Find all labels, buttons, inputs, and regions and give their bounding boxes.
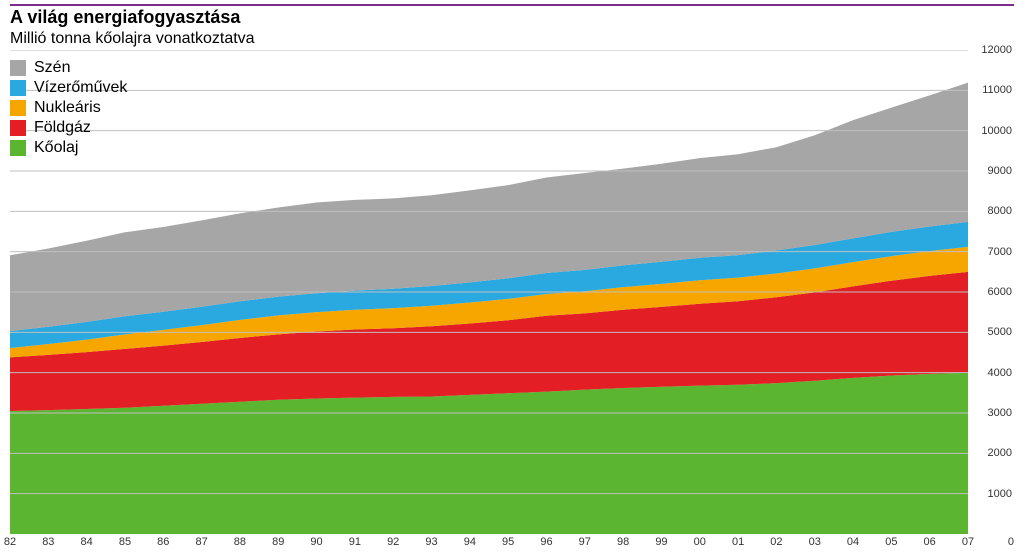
x-axis: 8283848586878889909192939495969798990001… <box>10 534 1014 550</box>
chart-subtitle: Millió tonna kőolajra vonatkoztatva <box>10 29 1014 48</box>
legend-label: Kőolaj <box>34 139 78 157</box>
legend-swatch <box>10 80 26 96</box>
x-tick-label: 86 <box>157 536 169 548</box>
x-tick-label: 84 <box>81 536 93 548</box>
x-tick-label: 82 <box>4 536 16 548</box>
x-tick-label: 87 <box>195 536 207 548</box>
x-tick-label-right-zero: 0 <box>1008 536 1014 548</box>
y-tick-label: 2000 <box>968 447 1012 459</box>
y-tick-label: 9000 <box>968 165 1012 177</box>
legend-swatch <box>10 60 26 76</box>
y-tick-label: 1000 <box>968 488 1012 500</box>
x-tick-label: 04 <box>847 536 859 548</box>
legend-label: Vízerőművek <box>34 79 127 97</box>
legend-item-koolaj: Kőolaj <box>10 138 127 158</box>
y-axis: 1000 2000 3000 4000 5000 6000 7000 8000 9000 1000… <box>968 50 1014 534</box>
legend-label: Nukleáris <box>34 99 101 117</box>
y-tick-label: 5000 <box>968 326 1012 338</box>
x-tick-label: 89 <box>272 536 284 548</box>
x-tick-label: 83 <box>42 536 54 548</box>
y-tick-label: 12000 <box>968 44 1012 56</box>
y-tick-label: 10000 <box>968 125 1012 137</box>
y-tick-label: 11000 <box>968 84 1012 96</box>
x-tick-label: 99 <box>655 536 667 548</box>
legend: Szén Vízerőművek Nukleáris Földgáz Kőolaj <box>10 58 127 158</box>
legend-swatch <box>10 100 26 116</box>
x-tick-label: 94 <box>464 536 476 548</box>
x-tick-label: 88 <box>234 536 246 548</box>
chart-title: A világ energiafogyasztása <box>10 8 1014 28</box>
chart-container: 1000200030004000500060007000800090001000… <box>10 50 1014 550</box>
chart-svg <box>10 50 968 534</box>
legend-item-foldgaz: Földgáz <box>10 118 127 138</box>
x-tick-label: 91 <box>349 536 361 548</box>
x-tick-label: 90 <box>310 536 322 548</box>
x-tick-label: 05 <box>885 536 897 548</box>
y-tick-label: 4000 <box>968 367 1012 379</box>
x-tick-label: 98 <box>617 536 629 548</box>
y-tick-label: 3000 <box>968 407 1012 419</box>
x-tick-label: 92 <box>387 536 399 548</box>
x-tick-label: 97 <box>579 536 591 548</box>
chart-plot <box>10 50 968 534</box>
x-tick-label: 85 <box>119 536 131 548</box>
legend-item-vizeromuvek: Vízerőművek <box>10 78 127 98</box>
x-tick-label: 96 <box>540 536 552 548</box>
legend-label: Szén <box>34 59 70 77</box>
legend-swatch <box>10 140 26 156</box>
y-tick-label: 8000 <box>968 205 1012 217</box>
x-tick-label: 06 <box>924 536 936 548</box>
chart-header: A világ energiafogyasztása Millió tonna … <box>10 4 1014 48</box>
y-tick-label: 7000 <box>968 246 1012 258</box>
legend-label: Földgáz <box>34 119 91 137</box>
x-tick-label: 02 <box>770 536 782 548</box>
y-tick-label: 6000 <box>968 286 1012 298</box>
x-tick-label: 95 <box>502 536 514 548</box>
x-tick-label: 07 <box>962 536 974 548</box>
x-tick-label: 93 <box>425 536 437 548</box>
x-tick-label: 01 <box>732 536 744 548</box>
legend-item-nuklearis: Nukleáris <box>10 98 127 118</box>
x-tick-label: 03 <box>809 536 821 548</box>
x-tick-label: 00 <box>694 536 706 548</box>
legend-swatch <box>10 120 26 136</box>
legend-item-szen: Szén <box>10 58 127 78</box>
